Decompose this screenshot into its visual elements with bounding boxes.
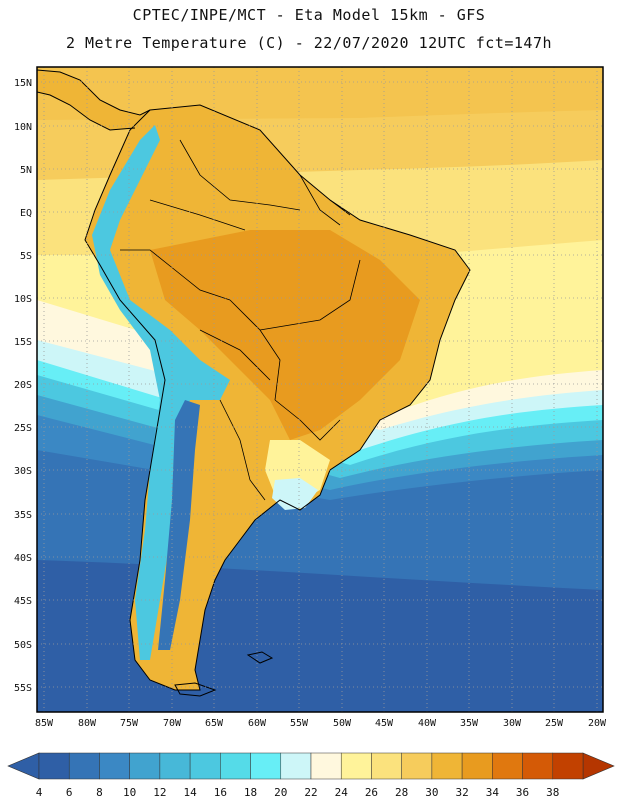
lat-label: 35S [14, 510, 32, 521]
colorbar-tick-label: 8 [96, 786, 103, 799]
colorbar-swatch [68, 752, 100, 780]
colorbar-tick-label: 10 [123, 786, 136, 799]
map-frame [36, 66, 604, 713]
colorbar-swatch [522, 752, 554, 780]
latitude-axis: 15N 10N 5N EQ 5S 10S 15S 20S 25S 30S 35S… [14, 78, 32, 694]
lon-label: 85W [35, 718, 54, 729]
lon-label: 80W [78, 718, 97, 729]
lon-label: 50W [333, 718, 352, 729]
andes-cold-ridge [92, 125, 230, 660]
colorbar-legend: 4 6 8 10 12 14 16 18 20 22 24 26 28 30 32 34 36 38 [7, 752, 615, 799]
colorbar-tick-label: 28 [395, 786, 408, 799]
lat-label: 15N [14, 78, 32, 89]
colorbar-tick-label: 14 [183, 786, 197, 799]
lon-label: 60W [248, 718, 267, 729]
map-title: CPTEC/INPE/MCT - Eta Model 15km - GFS [132, 6, 486, 24]
colorbar-swatch [250, 752, 282, 780]
lat-label: 20S [14, 380, 32, 391]
colorbar-tick-label: 26 [365, 786, 378, 799]
colorbar-swatch [159, 752, 191, 780]
colorbar-swatch [310, 752, 342, 780]
colorbar-swatch [38, 752, 70, 780]
coastline [84, 104, 471, 691]
colorbar-tick-label: 16 [214, 786, 227, 799]
colorbar-swatch [552, 752, 584, 780]
lon-label: 35W [460, 718, 479, 729]
colorbar-tick-label: 36 [516, 786, 529, 799]
lat-label: 15S [14, 337, 32, 348]
country-borders [120, 139, 361, 501]
lat-label: 50S [14, 640, 32, 651]
lat-label: 45S [14, 596, 32, 607]
colorbar-swatch [431, 752, 463, 780]
colorbar-tick-label: 24 [335, 786, 349, 799]
falkland-islands [246, 651, 274, 664]
lat-label: 5N [20, 165, 32, 176]
lat-label: 10S [14, 294, 32, 305]
temperature-field [37, 67, 603, 712]
longitude-axis: 85W 80W 75W 70W 65W 60W 55W 50W 45W 40W … [35, 718, 607, 729]
map-subtitle: 2 Metre Temperature (C) - 22/07/2020 12U… [65, 34, 553, 52]
andes-high-peaks [158, 400, 200, 650]
colorbar-high-arrow [582, 752, 615, 780]
lat-label: 55S [14, 683, 32, 694]
colorbar-swatch [340, 752, 372, 780]
amazon-warm-core [150, 230, 420, 440]
lon-label: 75W [120, 718, 139, 729]
colorbar-swatch [99, 752, 130, 780]
lat-label: 30S [14, 466, 32, 477]
colorbar-tick-label: 12 [153, 786, 166, 799]
lon-label: 30W [503, 718, 522, 729]
colorbar-tick-label: 22 [304, 786, 317, 799]
central-america [37, 70, 150, 130]
colorbar-swatch [401, 752, 433, 780]
colorbar-tick-label: 32 [455, 786, 468, 799]
colorbar-swatch [492, 752, 523, 780]
lat-label: EQ [20, 208, 32, 219]
colorbar-tick-label: 6 [66, 786, 73, 799]
colorbar-swatch [189, 752, 221, 780]
lat-label: 5S [20, 251, 32, 262]
lon-label: 65W [205, 718, 224, 729]
tierra-del-fuego [174, 682, 217, 697]
central-america-coast [37, 69, 151, 131]
colorbar-tick-label: 4 [36, 786, 43, 799]
lon-label: 70W [163, 718, 182, 729]
lon-label: 20W [588, 718, 607, 729]
lon-label: 55W [290, 718, 309, 729]
colorbar-tick-label: 18 [244, 786, 257, 799]
colorbar-swatch [280, 752, 312, 780]
colorbar-low-arrow [7, 752, 40, 780]
lat-label: 10N [14, 122, 32, 133]
colorbar-swatch [371, 752, 402, 780]
lat-label: 25S [14, 423, 32, 434]
lon-label: 45W [375, 718, 394, 729]
colorbar-tick-label: 30 [425, 786, 438, 799]
colorbar-tick-label: 38 [546, 786, 559, 799]
lat-label: 40S [14, 553, 32, 564]
colorbar-swatch [220, 752, 251, 780]
colorbar-swatch [129, 752, 161, 780]
colorbar-tick-label: 34 [486, 786, 500, 799]
colorbar-tick-label: 20 [274, 786, 287, 799]
lon-label: 40W [418, 718, 437, 729]
lon-label: 25W [545, 718, 564, 729]
colorbar-swatch [461, 752, 493, 780]
